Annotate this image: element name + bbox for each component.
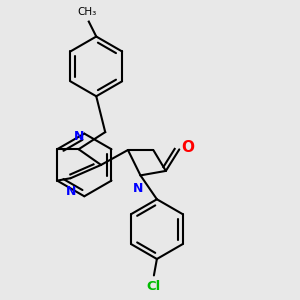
Text: N: N: [74, 130, 84, 143]
Text: O: O: [182, 140, 195, 155]
Text: CH₃: CH₃: [77, 7, 96, 17]
Text: N: N: [65, 185, 76, 198]
Text: Cl: Cl: [146, 280, 160, 293]
Text: N: N: [133, 182, 143, 195]
